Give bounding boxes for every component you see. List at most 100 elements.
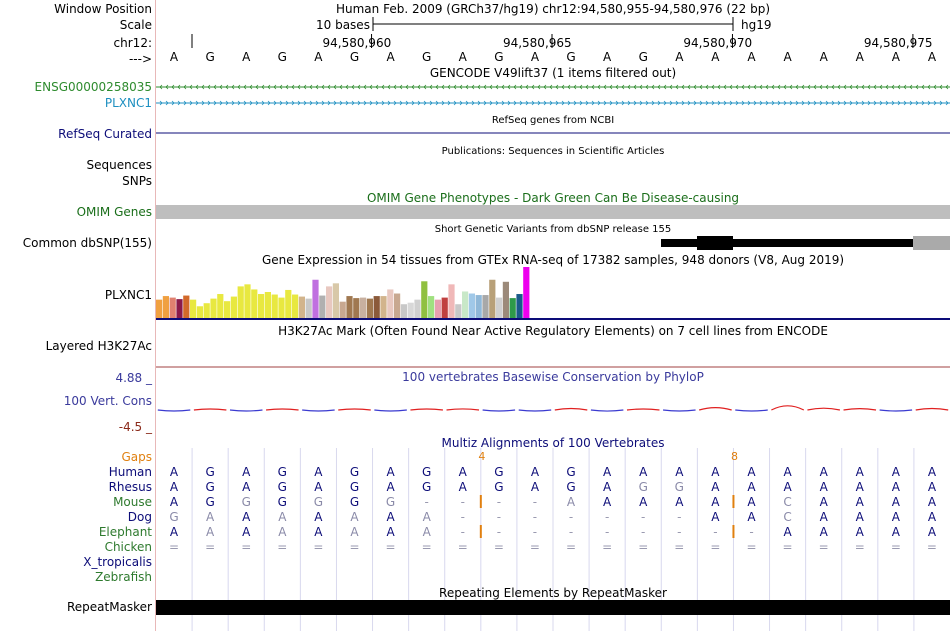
strand-chevron	[663, 100, 667, 106]
strand-chevron	[315, 100, 319, 106]
track-label-omim[interactable]: OMIM Genes	[76, 205, 152, 219]
alignment-base: A	[855, 510, 864, 524]
strand-chevron	[501, 84, 505, 90]
gtex-tissue-bar	[217, 294, 224, 318]
gtex-track-title: Gene Expression in 54 tissues from GTEx …	[261, 253, 845, 267]
alignment-base: A	[711, 465, 720, 479]
strand-chevron	[567, 84, 571, 90]
gtex-tissue-bar	[462, 291, 469, 318]
alignment-base: =	[385, 540, 396, 554]
alignment-base: A	[242, 525, 251, 539]
strand-chevron	[261, 100, 265, 106]
track-label-repeatmasker[interactable]: RepeatMasker	[66, 600, 152, 614]
alignment-base: A	[169, 495, 179, 509]
gtex-tissue-bar	[373, 296, 380, 318]
gtex-tissue-bar	[353, 298, 360, 318]
strand-chevron	[537, 84, 541, 90]
reference-base: G	[277, 50, 287, 64]
track-label-h3k27ac[interactable]: Layered H3K27Ac	[45, 339, 152, 353]
alignment-base: A	[819, 480, 828, 494]
strand-chevron	[507, 100, 511, 106]
track-label-dbsnp[interactable]: Common dbSNP(155)	[22, 236, 152, 250]
species-label-chicken: Chicken	[104, 540, 152, 554]
strand-chevron	[669, 84, 673, 90]
strand-chevron	[543, 100, 547, 106]
phylop-score-mark	[554, 407, 588, 411]
alignment-base: A	[819, 525, 828, 539]
strand-chevron	[843, 84, 847, 90]
alignment-base: G	[422, 480, 432, 494]
alignment-base: G	[385, 495, 396, 509]
strand-chevron	[213, 84, 217, 90]
strand-chevron	[939, 84, 943, 90]
gtex-tissue-bar	[360, 297, 367, 318]
phylop-track-title: 100 vertebrates Basewise Conservation by…	[402, 370, 704, 384]
alignment-base: A	[422, 510, 431, 524]
track-label-plxnc1-gencode[interactable]: PLXNC1	[104, 96, 152, 110]
alignment-base: =	[529, 540, 540, 554]
alignment-base: G	[638, 480, 648, 494]
strand-chevron	[717, 100, 721, 106]
track-label-refseq[interactable]: RefSeq Curated	[58, 127, 152, 141]
strand-chevron	[585, 84, 589, 90]
gtex-tissue-bar	[387, 289, 394, 318]
track-data-area[interactable]: Human Feb. 2009 (GRCh37/hg19) chr12:94,5…	[156, 0, 950, 631]
strand-chevron	[909, 84, 913, 90]
strand-chevron	[171, 100, 175, 106]
gtex-tissue-bar	[169, 297, 176, 318]
alignment-base: =	[241, 540, 252, 554]
strand-chevron	[495, 84, 499, 90]
strand-chevron	[573, 84, 577, 90]
strand-chevron	[777, 100, 781, 106]
alignment-base: =	[277, 540, 288, 554]
strand-chevron	[633, 100, 637, 106]
gtex-tissue-bar	[244, 284, 251, 318]
alignment-base: -	[532, 510, 538, 524]
strand-chevron	[405, 84, 409, 90]
alignment-base: A	[891, 510, 900, 524]
strand-chevron	[873, 84, 877, 90]
reference-base: A	[891, 50, 900, 64]
omim-track-title: OMIM Gene Phenotypes - Dark Green Can Be…	[366, 191, 740, 205]
track-label-snps[interactable]: SNPs	[122, 174, 152, 188]
reference-base: A	[530, 50, 540, 64]
strand-chevron	[717, 84, 721, 90]
alignment-base: A	[927, 465, 937, 479]
strand-chevron	[747, 84, 751, 90]
scale-label: Scale	[119, 18, 152, 32]
strand-chevron	[213, 100, 217, 106]
strand-chevron	[735, 100, 739, 106]
gtex-tissue-bar	[468, 293, 475, 318]
track-label-ensg[interactable]: ENSG00000258035	[34, 80, 152, 94]
strand-chevron	[393, 84, 397, 90]
strand-chevron	[879, 84, 883, 90]
alignment-base: -	[424, 495, 429, 509]
phylop-score-mark	[410, 408, 443, 411]
alignment-base: G	[277, 480, 287, 494]
species-label-rhesus: Rhesus	[108, 480, 152, 494]
track-label-gtex-plxnc1[interactable]: PLXNC1	[104, 288, 152, 302]
strand-chevron	[699, 84, 703, 90]
strand-chevron	[369, 84, 373, 90]
alignment-base: A	[242, 480, 251, 494]
alignment-base: -	[568, 525, 574, 539]
strand-chevron	[819, 100, 823, 106]
reference-base: G	[638, 50, 648, 64]
strand-chevron	[609, 84, 613, 90]
strand-chevron	[393, 100, 397, 106]
gtex-tissue-bar	[285, 289, 292, 318]
alignment-base: -	[460, 495, 465, 509]
alignment-base: A	[566, 495, 576, 509]
strand-chevron	[639, 100, 643, 106]
phylop-score-mark	[698, 407, 732, 411]
strand-chevron	[699, 100, 703, 106]
gtex-tissue-bar	[176, 299, 183, 318]
track-label-sequences[interactable]: Sequences	[86, 158, 152, 172]
alignment-base: A	[819, 495, 828, 509]
alignment-base: G	[349, 480, 360, 494]
track-label-phylop[interactable]: 100 Vert. Cons	[63, 394, 152, 408]
strand-chevron	[501, 100, 505, 106]
alignment-base: A	[169, 465, 179, 479]
gtex-tissue-bar	[230, 296, 237, 318]
gtex-tissue-bar	[237, 286, 244, 318]
